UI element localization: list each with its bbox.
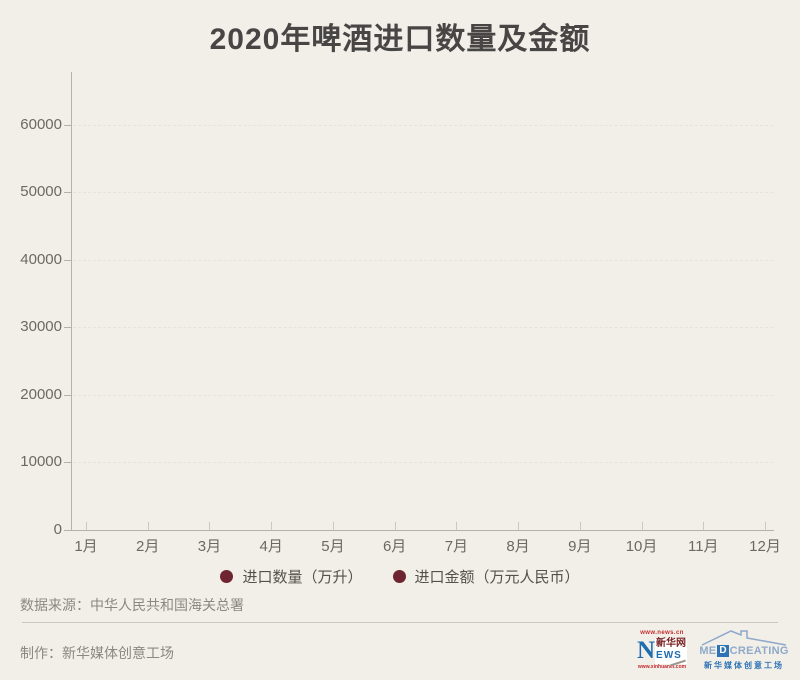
x-axis-tick	[271, 522, 273, 530]
gridline	[73, 259, 773, 261]
x-axis-label: 8月	[506, 538, 530, 555]
chart-title: 2020年啤酒进口数量及金额	[209, 23, 591, 56]
legend-dot-icon	[220, 569, 234, 583]
x-axis-label: 2月	[136, 538, 160, 555]
x-axis-tick	[332, 522, 334, 530]
y-axis-tick	[64, 462, 72, 464]
y-axis-tick	[64, 124, 72, 126]
y-axis-tick	[64, 394, 72, 396]
x-axis-label: 6月	[382, 538, 407, 555]
x-axis-label: 12月	[749, 538, 781, 555]
x-axis-label: 9月	[568, 538, 592, 555]
xinhuanet-url-top: www.news.cn	[640, 629, 684, 636]
medcreating-creating-letters: CREATING	[729, 645, 789, 657]
x-axis-tick	[579, 522, 581, 530]
gridline	[73, 124, 773, 126]
y-axis-tick	[64, 192, 72, 194]
gridline	[73, 394, 773, 396]
x-axis-label: 4月	[259, 538, 283, 555]
plot-area: 0 10000 20000 30000 40000 50000 60000 1月 2月 3月 4月 5…	[20, 72, 781, 555]
gridline	[73, 327, 773, 329]
y-axis-label: 10000	[20, 453, 62, 471]
x-axis-label: 3月	[197, 538, 222, 555]
chart: 0 10000 20000 30000 40000 50000 60000 1月 2月 3月 4月 5…	[0, 56, 800, 556]
xinhuanet-chinese-name: 新华网	[656, 637, 687, 649]
legend-item: 进口数量（万升）	[220, 566, 363, 587]
footer-divider	[22, 622, 778, 623]
x-axis-label: 7月	[444, 538, 469, 555]
legend-item-label: 进口数量（万升）	[242, 568, 363, 586]
medcreating-d-letter: D	[717, 645, 729, 657]
x-axis-tick	[147, 522, 149, 530]
legend-dot-icon	[392, 569, 406, 583]
xinhuanet-url-bottom: www.xinhuanet.com	[637, 663, 687, 670]
x-axis-label: 5月	[321, 538, 345, 555]
x-axis-tick	[86, 522, 87, 530]
x-axis-tick	[394, 522, 396, 530]
y-axis-tick	[64, 259, 72, 261]
xinhuanet-logo-mark: N 新华网 EWS	[636, 636, 688, 666]
x-axis-tick	[765, 522, 766, 530]
y-axis-label: 0	[53, 521, 62, 538]
xinhuanet-logo-right: 新华网 EWS	[655, 637, 688, 666]
medcreating-wordmark: ME D CREATING	[699, 645, 788, 657]
x-axis-tick	[518, 522, 520, 530]
data-source-text: 数据来源：中华人民共和国海关总署	[20, 597, 244, 613]
xinhuanet-logo: www.news.cn N 新华网 EWS www.xinhuanet.com	[634, 630, 690, 671]
x-axis-tick	[641, 522, 643, 530]
medcreating-chinese-name: 新华媒体创意工场	[704, 661, 784, 670]
x-axis-tick	[209, 522, 211, 530]
x-axis-tick	[703, 522, 705, 530]
y-axis-label: 30000	[20, 318, 62, 336]
x-axis-label: 1月	[74, 538, 98, 555]
y-axis-label: 20000	[20, 385, 62, 403]
y-axis-label: 50000	[20, 183, 62, 201]
legend: 进口数量（万升） 进口金额（万元人民币）	[0, 564, 800, 588]
legend-item-label: 进口金额（万元人民币）	[414, 568, 580, 586]
medcreating-me-letters: ME	[699, 645, 717, 657]
x-axis-label: 10月	[625, 538, 658, 555]
x-axis-label: 11月	[687, 538, 719, 555]
xinhuanet-n-letter: N	[636, 636, 656, 664]
x-axis-tick	[456, 522, 458, 530]
medcreating-roof-icon	[701, 630, 787, 646]
gridline	[73, 462, 773, 464]
y-axis-label: 40000	[20, 250, 62, 268]
y-axis-tick	[64, 327, 72, 329]
y-axis-tick	[64, 530, 72, 531]
footer-logos: www.news.cn N 新华网 EWS www.xinhuanet.com …	[634, 629, 788, 671]
xinhuanet-ews-letters: EWS	[656, 649, 682, 661]
legend-item: 进口金额（万元人民币）	[392, 566, 580, 587]
y-axis-label: 60000	[20, 115, 62, 133]
credit-text: 制作：新华媒体创意工场	[20, 645, 174, 661]
medcreating-logo: ME D CREATING 新华媒体创意工场	[699, 629, 788, 671]
gridline	[73, 192, 773, 194]
